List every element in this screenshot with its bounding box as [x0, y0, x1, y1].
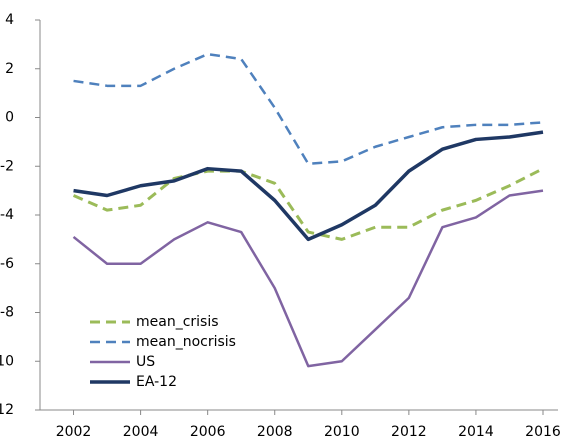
y-tick-label: 4	[5, 12, 14, 28]
legend-label: mean_nocrisis	[136, 334, 236, 350]
y-tick-label: -2	[0, 158, 14, 174]
y-tick-label: 2	[5, 61, 14, 77]
y-tick-label: -4	[0, 207, 14, 223]
series-line	[73, 52, 544, 166]
legend-label: EA-12	[136, 374, 177, 390]
y-tick-label: 0	[5, 110, 14, 126]
x-tick-label: 2006	[190, 424, 226, 440]
y-tick-label: -6	[0, 256, 14, 272]
x-tick-label: 2002	[56, 424, 92, 440]
x-tick-label: 2014	[458, 424, 494, 440]
series-line	[72, 167, 544, 241]
x-tick-label: 2010	[324, 424, 360, 440]
y-tick-label: -8	[0, 305, 14, 321]
x-tick-label: 2016	[525, 424, 561, 440]
x-tick-label: 2008	[257, 424, 293, 440]
y-tick-label: -10	[0, 353, 14, 369]
legend-label: US	[136, 354, 155, 370]
x-tick-label: 2012	[391, 424, 427, 440]
x-tick-label: 2004	[123, 424, 159, 440]
series-line	[73, 130, 544, 242]
y-tick-label: -12	[0, 402, 14, 418]
legend-label: mean_crisis	[136, 314, 219, 330]
series-line	[72, 189, 544, 368]
